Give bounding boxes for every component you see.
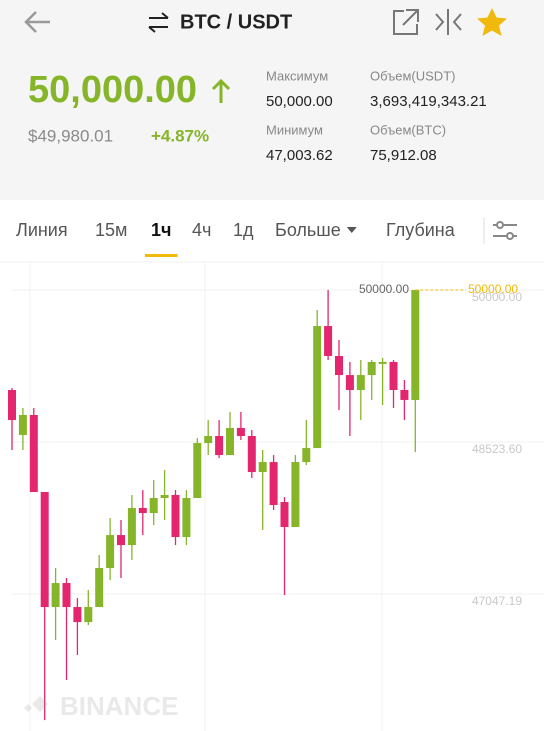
candle-body [389,361,398,390]
candle-body [291,462,300,528]
last-price-label: 50000.00 [468,282,518,296]
candle-body [411,290,420,400]
favorite-star[interactable] [477,8,507,36]
candle-body [127,507,136,546]
price-usd: $49,980.01 [28,126,113,145]
stat-label: Объем(BTC) [370,122,446,137]
candle-body [40,492,49,608]
price-up-arrow [211,78,231,103]
tab[interactable]: Линия [16,220,68,240]
candle-body [226,427,234,456]
tab[interactable]: 1ч [151,220,171,240]
watermark-text: BINANCE [60,691,178,721]
candle-body [324,326,333,357]
settings-knob [496,221,504,229]
swap-icon [148,12,169,33]
candle-body [160,495,169,498]
pair-title[interactable]: BTC / USDT [180,11,292,33]
candle-body [18,415,27,435]
candle-body [258,462,267,473]
header-bg [0,0,544,200]
tab[interactable]: 15м [95,220,127,240]
stat-label: Максимум [266,68,328,83]
candle-body [51,583,60,608]
tab[interactable]: Глубина [386,220,456,240]
candle-body [335,356,343,376]
candle-body [8,389,16,421]
price-change: +4.87% [151,126,209,145]
candle-body [138,507,147,514]
watermark: BINANCE [24,691,178,721]
candle-body [269,462,278,505]
candle-body [313,326,322,449]
compare-icon[interactable] [435,9,462,35]
stats: Максимум 50,000.00 Объем(USDT) 3,693,419,34… [266,68,487,164]
candle-body [106,535,115,569]
candle-body [95,568,104,608]
candle-body [62,583,71,608]
candle-body [356,375,365,390]
candle-body [171,495,180,538]
candle-body [204,436,213,444]
stat-value: 75,912.08 [370,147,437,164]
vertical-grid [29,262,383,731]
tab[interactable]: Больше [275,220,341,240]
stat-value: 50,000.00 [266,93,333,110]
candle-body [367,361,376,376]
candle-body [73,607,82,623]
y-tick-label: 50000.00 [472,290,522,304]
candle-body [149,497,158,514]
candle-body [247,436,256,473]
tab[interactable]: 1д [233,220,254,240]
candle-body [378,361,387,364]
max-label: 50000.00 [359,282,409,296]
candle-body [182,497,191,538]
candle-body [302,448,311,463]
tab-underline [145,254,178,257]
tab[interactable]: 4ч [192,220,211,240]
y-tick-label: 48523.60 [472,442,522,456]
stat-label: Объем(USDT) [370,68,455,83]
stat-value: 3,693,419,343.21 [370,93,487,110]
last-price: 50,000.00 [28,69,197,111]
back-button[interactable] [24,11,50,33]
candle-body [117,535,125,546]
candle-body [215,436,224,456]
fullscreen-icon[interactable] [393,9,419,35]
candle-body [29,415,38,493]
dropdown-caret [346,227,357,233]
settings-knob [506,232,514,240]
candle-body [345,375,354,390]
candle-body [280,502,289,528]
candle-body [236,427,245,437]
candle-body [400,389,409,400]
y-tick-label: 47047.19 [472,594,522,608]
interval-tabs: Линия 15м 1ч 4ч 1д Больше Глубина [16,220,456,257]
candle-body [84,607,93,623]
stat-value: 47,003.62 [266,147,333,164]
stat-label: Минимум [266,122,323,137]
candle-body [193,443,202,498]
